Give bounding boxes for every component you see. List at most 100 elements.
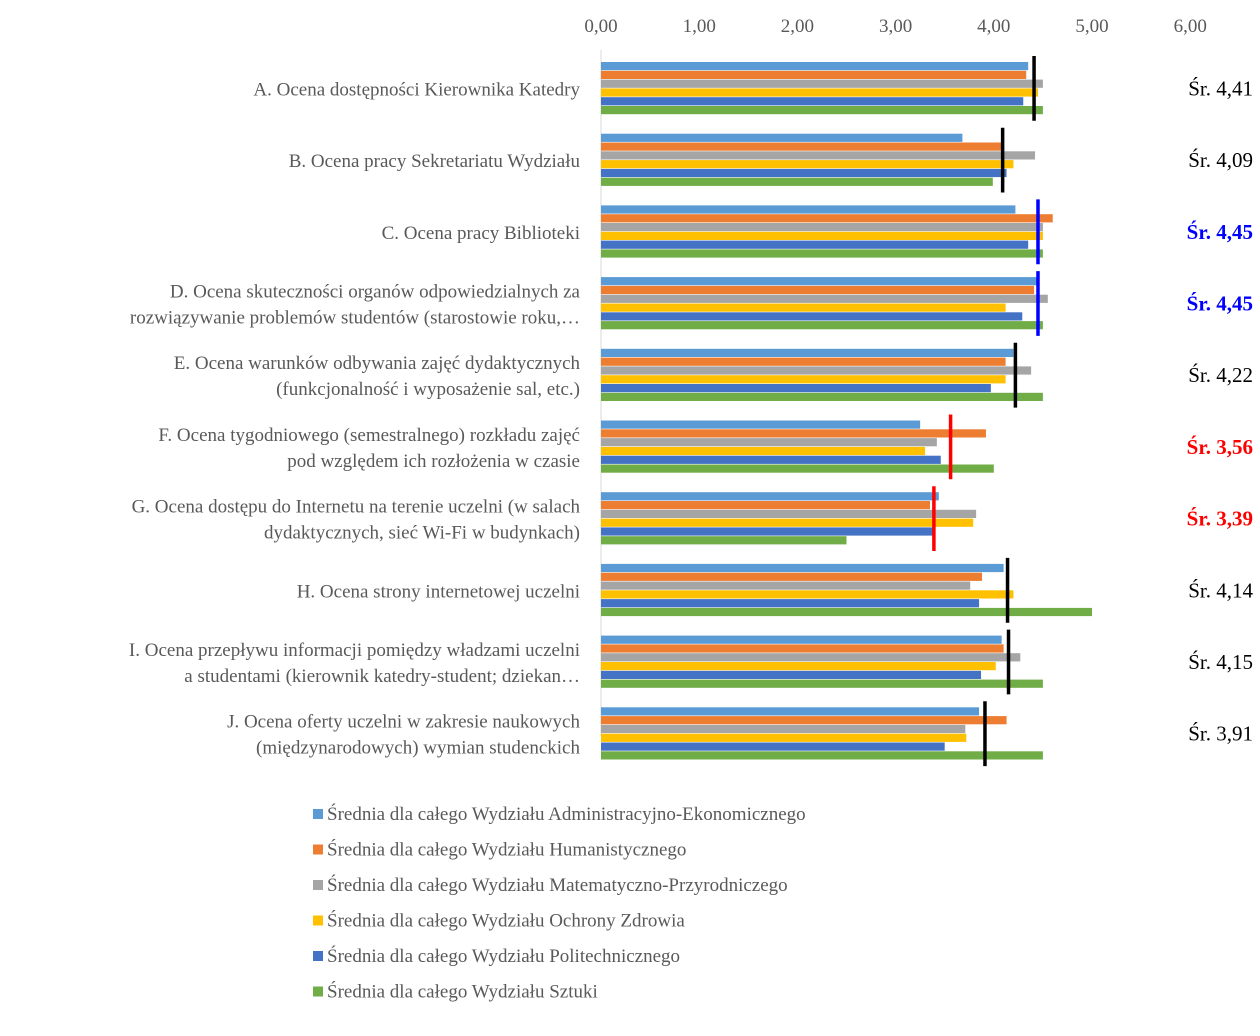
bar [601,751,1043,760]
bar [601,348,1014,357]
bar [601,223,1043,232]
bar [601,724,966,734]
legend-swatch [313,951,323,961]
category-label: B. Ocena pracy Sekretariatu Wydziału [289,151,581,172]
average-label: Śr. 4,45 [1187,292,1253,316]
bar [601,277,1039,286]
legend-entry: Średnia dla całego Wydziału Administracy… [327,803,806,825]
bar [601,62,1029,71]
bar [601,70,1027,79]
bar [601,599,980,608]
bar [601,294,1048,303]
bar [601,572,983,581]
x-tick-label: 6,00 [1174,16,1207,37]
category-label: C. Ocena pracy Biblioteki [382,223,580,244]
category-label: pod względem ich rozłożenia w czasie [287,451,580,472]
bar [601,214,1053,223]
bar [601,527,935,536]
category-label: H. Ocena strony internetowej uczelni [297,581,580,602]
average-label: Śr. 3,91 [1188,722,1253,746]
average-label: Śr. 4,09 [1188,148,1253,172]
bar [601,366,1032,375]
category-label: E. Ocena warunków odbywania zajęć dydakt… [174,353,581,374]
category-label: D. Ocena skuteczności organów odpowiedzi… [170,282,581,303]
average-markers: Śr. 4,41 Śr. 4,09 Śr. 4,45 Śr. 4,45 Śr. 4,22… [932,56,1253,767]
category-label: J. Ocena oferty uczelni w zakresie nauko… [227,712,580,733]
category-label: A. Ocena dostępności Kierownika Katedry [253,79,580,100]
bar [601,429,986,438]
bar [601,384,991,393]
legend-entry: Średnia dla całego Wydziału Sztuki [327,981,598,1003]
bar [601,644,1004,653]
legend-entry: Średnia dla całego Wydziału Humanistyczn… [327,839,686,861]
bar [601,742,945,751]
bar [601,733,967,742]
bar [601,492,939,501]
bars [601,62,1092,760]
legend-entry: Średnia dla całego Wydziału Politechnicz… [327,945,680,967]
bar [601,446,926,456]
legend: Średnia dla całego Wydziału Administracy… [313,803,806,1003]
bar [601,392,1043,401]
bar [601,249,1043,258]
category-label: F. Ocena tygodniowego (semestralnego) ro… [158,425,580,446]
category-label: a studentami (kierownik katedry-student;… [184,666,580,687]
bar [601,536,847,545]
bar [601,662,996,671]
bar [601,303,1006,312]
bar [601,285,1035,295]
bar [601,97,1024,106]
category-label: (międzynarodowych) wymian studenckich [256,738,580,759]
bar [601,670,982,679]
average-label: Śr. 4,41 [1188,76,1253,100]
x-tick-label: 5,00 [1075,16,1108,37]
bar [601,79,1043,88]
x-tick-label: 2,00 [781,16,814,37]
bar [601,716,1007,725]
bar [601,518,974,527]
average-label: Śr. 3,39 [1187,507,1253,531]
category-label: dydaktycznych, sieć Wi-Fi w budynkach) [264,523,580,544]
bar [601,501,930,510]
bar [601,231,1043,240]
bar [601,438,937,447]
legend-swatch [313,880,323,890]
x-tick-label: 4,00 [977,16,1010,37]
average-label: Śr. 4,15 [1188,650,1253,674]
bar [601,679,1043,688]
bar [601,142,1004,151]
bar [601,205,1016,214]
average-label: Śr. 4,14 [1188,578,1253,602]
bar [601,707,980,716]
bar [601,168,1007,178]
bar [601,607,1092,617]
average-label: Śr. 4,45 [1187,220,1253,244]
x-axis-ticks: 0,00 1,00 2,00 3,00 4,00 5,00 6,00 [584,16,1206,37]
category-label: I. Ocena przepływu informacji pomiędzy w… [129,640,580,661]
category-labels: A. Ocena dostępności Kierownika Katedry B… [129,79,581,758]
bar [601,581,971,590]
legend-entry: Średnia dla całego Wydziału Ochrony Zdro… [327,910,685,932]
x-tick-label: 1,00 [683,16,716,37]
category-label: (funkcjonalność i wyposażenie sal, etc.) [276,379,580,400]
bar [601,509,977,518]
bar [601,321,1043,330]
bar [601,240,1029,249]
bar [601,88,1038,97]
bar [601,151,1036,160]
average-label: Śr. 3,56 [1187,435,1253,459]
x-tick-label: 0,00 [584,16,617,37]
bar [601,653,1021,662]
bar [601,563,1004,573]
average-label: Śr. 4,22 [1188,363,1253,387]
bar [601,357,1006,366]
bar [601,160,1014,169]
bar [601,464,994,473]
bar [601,590,1014,599]
bar [601,133,963,142]
bar [601,455,941,464]
legend-swatch [313,986,323,997]
legend-entry: Średnia dla całego Wydziału Matematyczno… [327,874,788,896]
legend-swatch [313,809,323,819]
